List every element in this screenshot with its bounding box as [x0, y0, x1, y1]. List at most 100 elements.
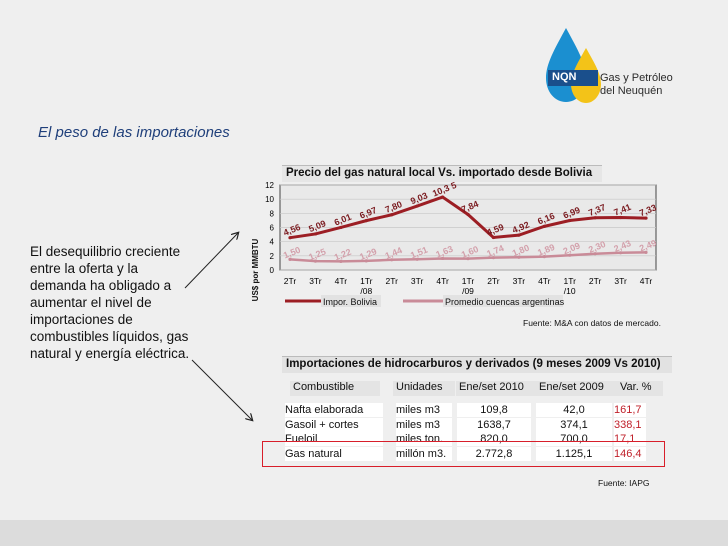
y-tick-label: 8 [270, 209, 275, 218]
data-point [288, 236, 292, 240]
x-tick-label: 1Tr [462, 276, 475, 286]
data-point [339, 259, 343, 263]
data-point [593, 216, 597, 220]
table-cell: 146,4 [614, 446, 646, 461]
table-title: Importaciones de hidrocarburos y derivad… [282, 356, 672, 373]
x-tick-label: 3Tr [513, 276, 526, 286]
table-cell: miles m3 [396, 403, 452, 417]
logo-badge: NQN [552, 71, 577, 83]
y-tick-label: 2 [270, 252, 275, 261]
x-tick-label: 2Tr [284, 276, 297, 286]
header-var: Var. % [617, 381, 663, 396]
data-point [415, 257, 419, 261]
logo-line1: Gas y Petróleo [600, 72, 673, 84]
x-tick-label: 4Tr [436, 276, 449, 286]
data-point [415, 204, 419, 208]
header-2010: Ene/set 2010 [456, 381, 538, 396]
logo-line2: del Neuquén [600, 85, 663, 97]
y-tick-label: 6 [270, 224, 275, 233]
x-tick-label: 3Tr [411, 276, 424, 286]
footer-bar [0, 520, 728, 546]
table-source: Fuente: IAPG [598, 478, 650, 488]
logo-drops-icon [546, 28, 601, 103]
data-point [390, 258, 394, 262]
data-point [364, 219, 368, 223]
table-cell: miles m3 [396, 417, 452, 432]
chart-source: Fuente: M&A con datos de mercado. [523, 318, 661, 328]
table-cell: 17,1 [614, 432, 646, 446]
x-tick-label: /08 [360, 286, 372, 296]
table-cell: 109,8 [457, 403, 531, 417]
x-tick-label: /10 [564, 286, 576, 296]
y-axis-label: US$ por MMBTU [251, 238, 260, 301]
arrow-to-table [191, 359, 252, 420]
data-point [466, 212, 470, 217]
body-text: El desequilibrio creciente entre la ofer… [30, 244, 190, 361]
header-combustible: Combustible [290, 381, 380, 396]
y-tick-label: 4 [270, 238, 275, 247]
data-point [313, 259, 318, 263]
x-tick-label: 2Tr [385, 276, 398, 286]
y-tick-label: 0 [270, 266, 275, 275]
x-tick-label: 3Tr [309, 276, 322, 286]
chart-title: Precio del gas natural local Vs. importa… [282, 165, 602, 182]
table-cell: Fueloil [285, 432, 383, 446]
x-tick-label: 4Tr [538, 276, 551, 286]
table-cell: miles ton. [396, 432, 452, 446]
x-tick-label: /09 [462, 286, 474, 296]
x-tick-label: 1Tr [563, 276, 576, 286]
header-2009: Ene/set 2009 [536, 381, 618, 396]
legend-label-cuencas: Promedio cuencas argentinas [445, 297, 565, 307]
data-point [517, 233, 521, 237]
table-cell: 1638,7 [457, 417, 531, 432]
data-point [542, 255, 546, 259]
chart-legend: Impor. Bolivia Promedio cuencas argentin… [285, 295, 565, 307]
data-point [542, 224, 546, 228]
data-point [644, 250, 648, 254]
x-tick-label: 4Tr [640, 276, 653, 286]
data-point [440, 195, 445, 199]
pointer-arrows [184, 220, 270, 430]
arrow-to-chart [184, 233, 238, 289]
table-cell: 42,0 [536, 403, 612, 417]
table-cell: millón m3. [396, 446, 452, 461]
table-cell: 338,1 [614, 417, 646, 432]
data-point [568, 218, 572, 223]
data-point [440, 256, 445, 261]
data-point [313, 232, 318, 236]
slide-title: El peso de las importaciones [38, 124, 230, 141]
data-point [593, 252, 597, 256]
data-point [364, 259, 368, 263]
x-tick-label: 4Tr [335, 276, 348, 286]
x-tick-label: 2Tr [487, 276, 500, 286]
data-point [491, 256, 496, 260]
data-point [390, 213, 394, 217]
table-cell: Nafta elaborada [285, 403, 383, 417]
table-cell: Gasoil + cortes [285, 417, 383, 432]
x-tick-label: 3Tr [614, 276, 627, 286]
table-cell: 700,0 [536, 432, 612, 446]
data-point [618, 251, 623, 255]
table-cell: 820,0 [457, 432, 531, 446]
y-tick-label: 12 [265, 181, 274, 190]
data-point [517, 255, 521, 259]
table-cell: 161,7 [614, 403, 646, 417]
table-cell: 374,1 [536, 417, 612, 432]
data-point [288, 257, 292, 261]
data-point [491, 235, 496, 240]
header-unidades: Unidades [393, 381, 455, 396]
price-chart: US$ por MMBTU 0 2 4 6 8 10 12 2Tr 3Tr 4Tr 1Tr/08 2… [251, 180, 658, 301]
data-point [339, 225, 343, 230]
table-cell: 1.125,1 [536, 446, 612, 461]
gas-natural-highlight [262, 441, 665, 467]
x-tick-label: 2Tr [589, 276, 602, 286]
data-point [644, 216, 648, 220]
logo: NQN Gas y Petróleo del Neuquén [540, 20, 690, 110]
data-point [618, 215, 623, 220]
table-cell: Gas natural [285, 446, 383, 461]
x-tick-label: 1Tr [360, 276, 373, 286]
table-cell: 2.772,8 [457, 446, 531, 461]
y-tick-label: 10 [265, 195, 274, 204]
legend-label-bolivia: Impor. Bolivia [323, 297, 377, 307]
data-point [466, 257, 470, 261]
